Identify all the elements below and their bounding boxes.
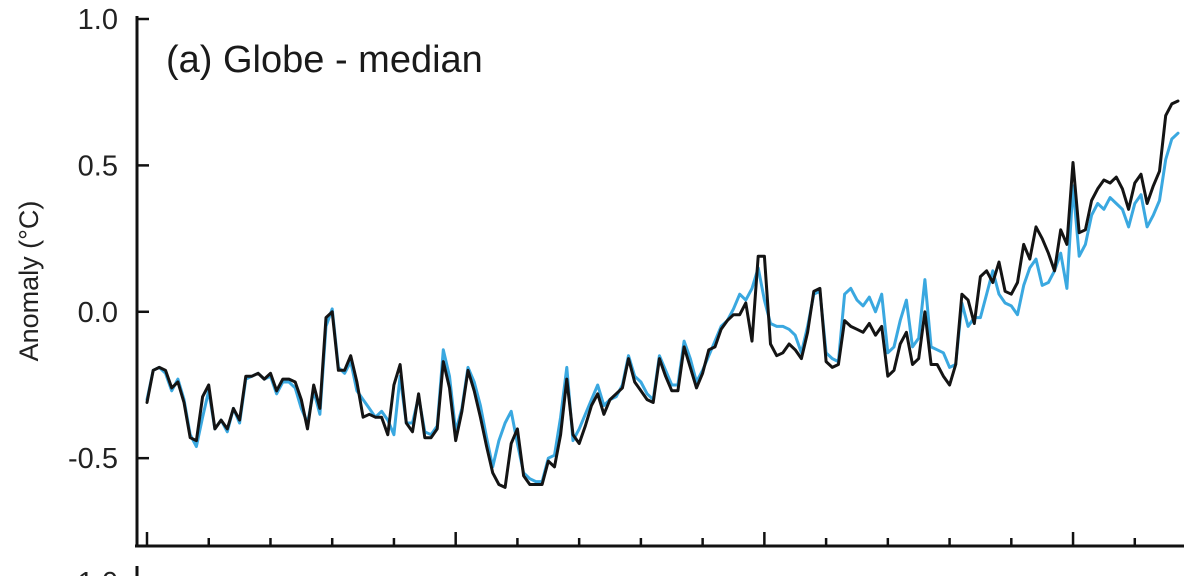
y-tick-label: -0.5 (68, 443, 118, 475)
axes (135, 16, 1184, 576)
series-line-blue (145, 131, 1180, 484)
y-ticks: 1.0 0.5 0.0 -0.5 (68, 4, 149, 475)
chart-title: (a) Globe - median (166, 39, 483, 81)
y-axis-label: Anomaly (°C) (14, 201, 44, 362)
y-tick-label: 1.0 (78, 4, 118, 36)
x-ticks (145, 532, 1137, 546)
y-tick-label: 0.0 (78, 297, 118, 329)
lower-panel-tick-label: 1.0 (78, 567, 118, 576)
series-line-black (145, 99, 1180, 489)
y-tick-label: 0.5 (78, 150, 118, 182)
series-group (145, 99, 1180, 489)
